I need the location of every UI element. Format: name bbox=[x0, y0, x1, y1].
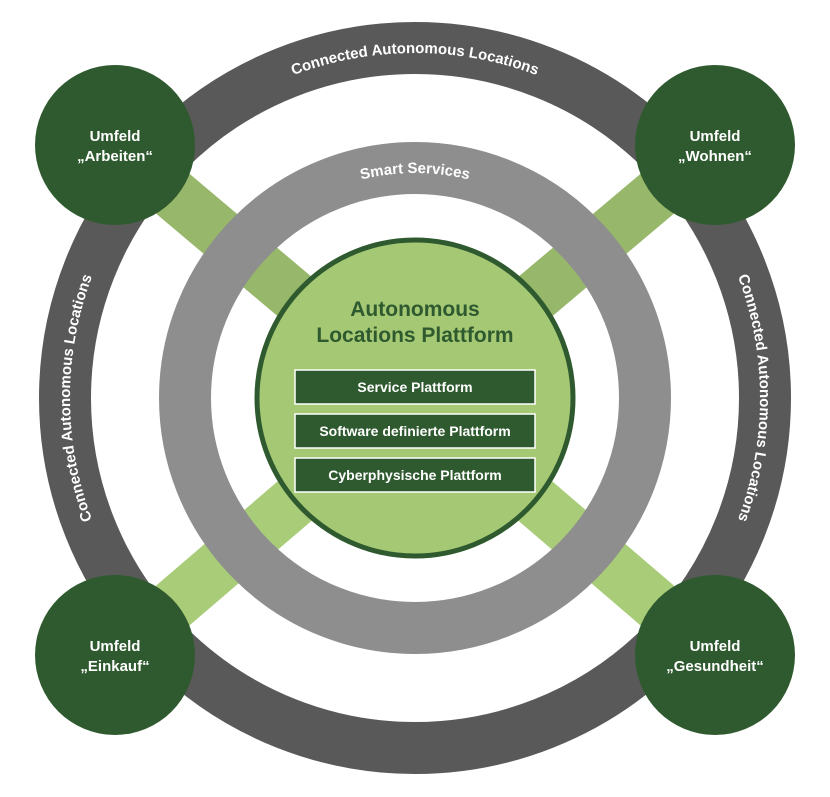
node-bl-label2: „Einkauf“ bbox=[80, 658, 149, 675]
node-tl-label1: Umfeld bbox=[90, 128, 141, 145]
center-box-label-2: Cyberphysische Plattform bbox=[328, 467, 502, 483]
node-tl-label2: „Arbeiten“ bbox=[77, 148, 153, 165]
node-br-label1: Umfeld bbox=[690, 638, 741, 655]
center-box-label-0: Service Plattform bbox=[357, 379, 472, 395]
node-br bbox=[635, 575, 795, 735]
node-tr bbox=[635, 65, 795, 225]
node-br-label2: „Gesundheit“ bbox=[666, 658, 764, 675]
center-box-label-1: Software definierte Plattform bbox=[319, 423, 510, 439]
node-tr-label1: Umfeld bbox=[690, 128, 741, 145]
center-title-line2: Locations Plattform bbox=[316, 324, 513, 347]
center-title-line1: Autonomous bbox=[350, 298, 479, 321]
node-bl-label1: Umfeld bbox=[90, 638, 141, 655]
diagram-root: Connected Autonomous LocationsConnected … bbox=[0, 0, 830, 797]
node-bl bbox=[35, 575, 195, 735]
node-tl bbox=[35, 65, 195, 225]
node-tr-label2: „Wohnen“ bbox=[678, 148, 752, 165]
